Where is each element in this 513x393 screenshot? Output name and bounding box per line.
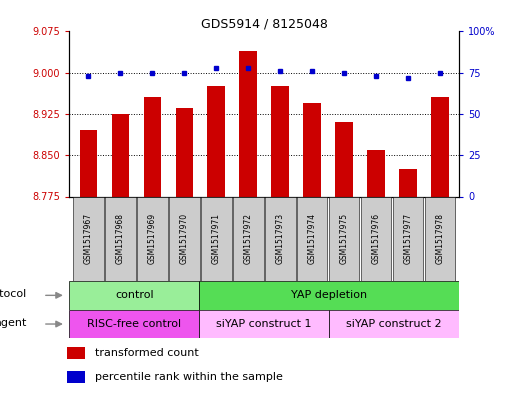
Bar bbox=[175, 108, 193, 196]
Text: GSM1517975: GSM1517975 bbox=[340, 213, 349, 264]
Bar bbox=[329, 310, 459, 338]
Text: GSM1517973: GSM1517973 bbox=[275, 213, 285, 264]
Text: percentile rank within the sample: percentile rank within the sample bbox=[95, 372, 283, 382]
Text: GSM1517970: GSM1517970 bbox=[180, 213, 189, 264]
Title: GDS5914 / 8125048: GDS5914 / 8125048 bbox=[201, 17, 328, 30]
Bar bbox=[240, 51, 257, 196]
Bar bbox=[399, 169, 417, 196]
Bar bbox=[69, 281, 199, 310]
Bar bbox=[271, 86, 289, 196]
Bar bbox=[201, 196, 231, 281]
Bar bbox=[80, 130, 97, 196]
Bar bbox=[137, 196, 168, 281]
Bar bbox=[199, 281, 459, 310]
Bar bbox=[105, 196, 136, 281]
Text: control: control bbox=[115, 290, 153, 300]
Text: RISC-free control: RISC-free control bbox=[87, 319, 181, 329]
Bar bbox=[199, 310, 329, 338]
Bar bbox=[297, 196, 327, 281]
Bar bbox=[67, 371, 85, 383]
Bar bbox=[169, 196, 200, 281]
Text: GSM1517976: GSM1517976 bbox=[371, 213, 381, 264]
Text: GSM1517967: GSM1517967 bbox=[84, 213, 93, 264]
Text: siYAP construct 2: siYAP construct 2 bbox=[346, 319, 442, 329]
Bar bbox=[336, 122, 353, 196]
Text: GSM1517977: GSM1517977 bbox=[404, 213, 412, 264]
Bar bbox=[207, 86, 225, 196]
Text: protocol: protocol bbox=[0, 289, 26, 299]
Text: transformed count: transformed count bbox=[95, 347, 199, 358]
Bar bbox=[367, 150, 385, 196]
Bar bbox=[144, 97, 161, 196]
Bar bbox=[112, 114, 129, 196]
Bar bbox=[73, 196, 104, 281]
Text: GSM1517974: GSM1517974 bbox=[308, 213, 317, 264]
Text: GSM1517971: GSM1517971 bbox=[212, 213, 221, 264]
Bar bbox=[431, 97, 449, 196]
Bar bbox=[265, 196, 295, 281]
Bar bbox=[392, 196, 423, 281]
Bar bbox=[303, 103, 321, 196]
Text: GSM1517978: GSM1517978 bbox=[436, 213, 444, 264]
Bar bbox=[233, 196, 264, 281]
Bar bbox=[361, 196, 391, 281]
Bar bbox=[67, 347, 85, 358]
Text: agent: agent bbox=[0, 318, 26, 328]
Text: siYAP construct 1: siYAP construct 1 bbox=[216, 319, 312, 329]
Bar bbox=[329, 196, 360, 281]
Text: YAP depletion: YAP depletion bbox=[291, 290, 367, 300]
Bar bbox=[425, 196, 456, 281]
Bar bbox=[69, 310, 199, 338]
Text: GSM1517972: GSM1517972 bbox=[244, 213, 253, 264]
Text: GSM1517968: GSM1517968 bbox=[116, 213, 125, 264]
Text: GSM1517969: GSM1517969 bbox=[148, 213, 157, 264]
